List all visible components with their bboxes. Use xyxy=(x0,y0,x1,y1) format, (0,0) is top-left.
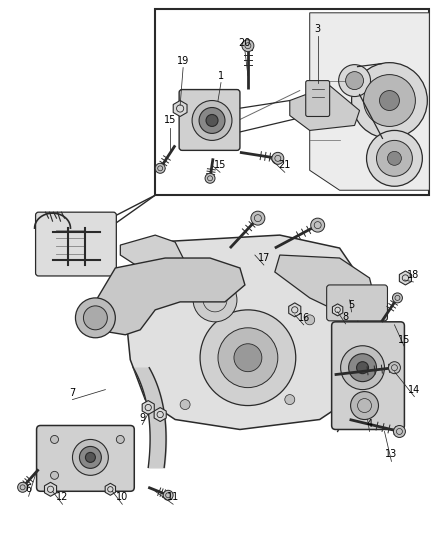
Circle shape xyxy=(279,265,289,275)
Circle shape xyxy=(218,328,277,387)
Text: 9: 9 xyxy=(139,413,145,423)
Circle shape xyxy=(351,63,426,139)
Circle shape xyxy=(83,306,107,330)
Circle shape xyxy=(241,40,253,52)
Circle shape xyxy=(284,394,294,405)
Text: 11: 11 xyxy=(166,492,179,502)
Polygon shape xyxy=(44,482,57,496)
FancyBboxPatch shape xyxy=(179,90,240,150)
Text: 15: 15 xyxy=(213,160,226,171)
Circle shape xyxy=(378,91,399,110)
Bar xyxy=(155,9,428,195)
Circle shape xyxy=(200,310,295,406)
Text: 7: 7 xyxy=(69,387,75,398)
Circle shape xyxy=(340,346,384,390)
Circle shape xyxy=(338,64,370,96)
Circle shape xyxy=(50,435,58,443)
FancyBboxPatch shape xyxy=(331,322,403,430)
Circle shape xyxy=(356,362,367,374)
Polygon shape xyxy=(105,483,115,495)
Text: 15: 15 xyxy=(164,116,176,125)
Text: 3: 3 xyxy=(314,24,320,34)
Circle shape xyxy=(388,362,399,374)
Circle shape xyxy=(18,482,28,492)
Circle shape xyxy=(350,392,378,419)
Circle shape xyxy=(155,163,165,173)
Polygon shape xyxy=(289,86,359,131)
Circle shape xyxy=(170,285,180,295)
Circle shape xyxy=(192,101,231,140)
Text: 20: 20 xyxy=(238,38,251,48)
Text: 15: 15 xyxy=(397,335,410,345)
Text: 17: 17 xyxy=(257,253,269,263)
Text: 6: 6 xyxy=(25,484,32,494)
Polygon shape xyxy=(399,271,410,285)
Polygon shape xyxy=(274,255,374,312)
Polygon shape xyxy=(125,235,359,430)
Circle shape xyxy=(387,151,400,165)
Polygon shape xyxy=(120,235,185,275)
Polygon shape xyxy=(154,408,166,422)
Circle shape xyxy=(233,344,261,372)
Circle shape xyxy=(251,211,264,225)
Circle shape xyxy=(205,115,218,126)
FancyBboxPatch shape xyxy=(326,285,387,321)
Circle shape xyxy=(198,108,224,133)
Text: 12: 12 xyxy=(56,492,68,502)
Text: 19: 19 xyxy=(177,55,189,66)
Circle shape xyxy=(163,490,173,500)
Polygon shape xyxy=(142,401,154,415)
Text: 10: 10 xyxy=(116,492,128,502)
Circle shape xyxy=(193,278,237,322)
Circle shape xyxy=(304,315,314,325)
Circle shape xyxy=(79,447,101,469)
Text: 1: 1 xyxy=(217,70,223,80)
Circle shape xyxy=(271,152,283,164)
Circle shape xyxy=(345,71,363,90)
Circle shape xyxy=(363,75,414,126)
Circle shape xyxy=(85,453,95,463)
Text: 4: 4 xyxy=(366,419,372,430)
Circle shape xyxy=(75,298,115,338)
FancyBboxPatch shape xyxy=(305,80,329,117)
Text: 18: 18 xyxy=(406,270,419,280)
Polygon shape xyxy=(173,101,187,117)
Circle shape xyxy=(348,354,376,382)
Text: 8: 8 xyxy=(342,312,348,322)
Text: 16: 16 xyxy=(297,313,309,323)
Polygon shape xyxy=(309,13,428,190)
Circle shape xyxy=(310,218,324,232)
Text: 5: 5 xyxy=(348,300,354,310)
Text: 21: 21 xyxy=(278,160,290,171)
Circle shape xyxy=(366,131,421,186)
Circle shape xyxy=(50,471,58,479)
Polygon shape xyxy=(332,304,342,316)
Text: 13: 13 xyxy=(385,449,397,459)
Circle shape xyxy=(205,173,215,183)
Circle shape xyxy=(392,425,404,438)
FancyBboxPatch shape xyxy=(35,212,116,276)
Polygon shape xyxy=(90,258,244,335)
Circle shape xyxy=(72,439,108,475)
Polygon shape xyxy=(288,303,300,317)
Circle shape xyxy=(392,293,402,303)
Circle shape xyxy=(116,435,124,443)
Text: 14: 14 xyxy=(407,385,420,394)
Circle shape xyxy=(180,400,190,409)
Circle shape xyxy=(376,140,411,176)
FancyBboxPatch shape xyxy=(36,425,134,491)
